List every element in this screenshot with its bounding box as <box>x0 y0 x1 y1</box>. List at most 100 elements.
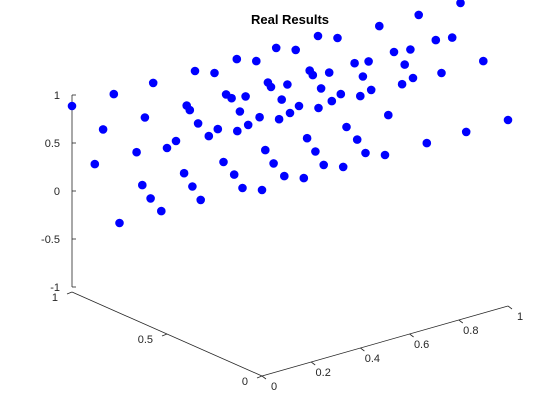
data-point <box>431 35 441 45</box>
data-point <box>408 73 418 83</box>
data-point <box>461 127 471 137</box>
data-point <box>338 162 348 172</box>
x-tick-mark <box>261 375 267 380</box>
data-point <box>356 91 365 101</box>
data-point <box>294 101 304 111</box>
data-point <box>261 145 270 155</box>
data-point <box>146 194 155 203</box>
data-point <box>171 136 181 146</box>
data-point <box>235 107 245 116</box>
x-tick-mark <box>458 319 464 324</box>
y-ticks: 00.51 <box>52 291 263 388</box>
data-point <box>257 185 267 195</box>
z-tick-label: 0.5 <box>45 138 60 150</box>
data-point <box>350 58 359 68</box>
data-point <box>291 45 301 55</box>
z-tick-label: -0.5 <box>41 234 60 246</box>
data-point <box>229 170 239 179</box>
data-point <box>324 68 334 77</box>
data-point <box>241 92 250 101</box>
data-point <box>140 113 150 122</box>
data-point <box>148 78 158 88</box>
data-point <box>210 68 219 78</box>
x-tick-mark <box>310 361 316 366</box>
x-tick-label: 0 <box>271 381 277 393</box>
data-point <box>313 31 323 41</box>
x-tick-label: 0.4 <box>365 353 380 365</box>
data-point <box>422 138 432 148</box>
data-point <box>283 80 292 89</box>
data-point <box>342 122 351 132</box>
x-tick-mark <box>409 333 414 338</box>
y-tick-label: 0.5 <box>138 334 153 346</box>
data-point <box>204 131 214 141</box>
data-point <box>67 101 77 111</box>
y-tick-label: 1 <box>52 292 58 304</box>
data-point <box>285 108 295 118</box>
x-axis-line <box>261 305 509 377</box>
data-point <box>366 85 376 95</box>
data-point <box>302 133 312 143</box>
data-points <box>67 0 513 228</box>
chart-title: Real Results <box>251 12 329 27</box>
x-ticks: 0 0.2 0.4 0.6 0.8 1 <box>261 305 523 393</box>
data-point <box>277 95 287 104</box>
data-point <box>311 147 320 156</box>
data-point <box>400 60 410 69</box>
data-point <box>162 143 172 153</box>
data-point <box>333 33 342 43</box>
data-point <box>406 45 415 54</box>
data-point <box>190 66 200 76</box>
y-tick-label: 0 <box>242 376 248 388</box>
y-tick-mark <box>256 375 263 379</box>
data-point <box>221 90 231 99</box>
data-point <box>269 159 278 168</box>
z-ticks: -1 -0.5 0 0.5 1 <box>41 90 76 294</box>
data-point <box>364 57 373 66</box>
x-tick-label: 1 <box>517 311 523 323</box>
data-point <box>361 148 370 158</box>
data-point <box>251 56 261 66</box>
data-point <box>280 171 289 181</box>
data-point <box>255 112 264 122</box>
data-point <box>336 89 346 99</box>
data-point <box>179 168 189 178</box>
data-point <box>90 159 100 169</box>
data-point <box>479 56 488 66</box>
y-tick-mark <box>161 333 168 337</box>
data-point <box>389 47 399 57</box>
data-point <box>503 115 513 125</box>
data-point <box>305 66 315 75</box>
data-point <box>157 206 166 216</box>
data-point <box>243 120 253 130</box>
data-point <box>115 218 124 228</box>
data-point <box>456 0 465 8</box>
z-tick-label: 1 <box>54 90 60 102</box>
data-point <box>188 182 197 191</box>
data-point <box>447 33 457 42</box>
x-tick-mark <box>507 305 513 310</box>
data-point <box>414 10 424 20</box>
data-point <box>238 183 247 193</box>
x-tick-label: 0.6 <box>414 339 429 351</box>
data-point <box>316 84 326 93</box>
data-point <box>138 180 147 190</box>
data-point <box>319 160 329 170</box>
data-point <box>375 21 384 31</box>
x-tick-label: 0.2 <box>316 367 331 379</box>
y-tick-mark <box>66 291 73 295</box>
data-point <box>384 110 393 120</box>
data-point <box>327 96 337 106</box>
data-point <box>219 157 228 167</box>
data-point <box>213 124 223 134</box>
z-tick-label: -1 <box>50 282 60 294</box>
data-point <box>314 103 323 113</box>
x-tick-mark <box>360 347 365 352</box>
data-point <box>397 79 407 89</box>
data-point <box>109 89 119 99</box>
data-point <box>232 54 242 64</box>
x-tick-label: 0.8 <box>463 325 478 337</box>
data-point <box>271 43 281 53</box>
data-point <box>263 78 273 87</box>
